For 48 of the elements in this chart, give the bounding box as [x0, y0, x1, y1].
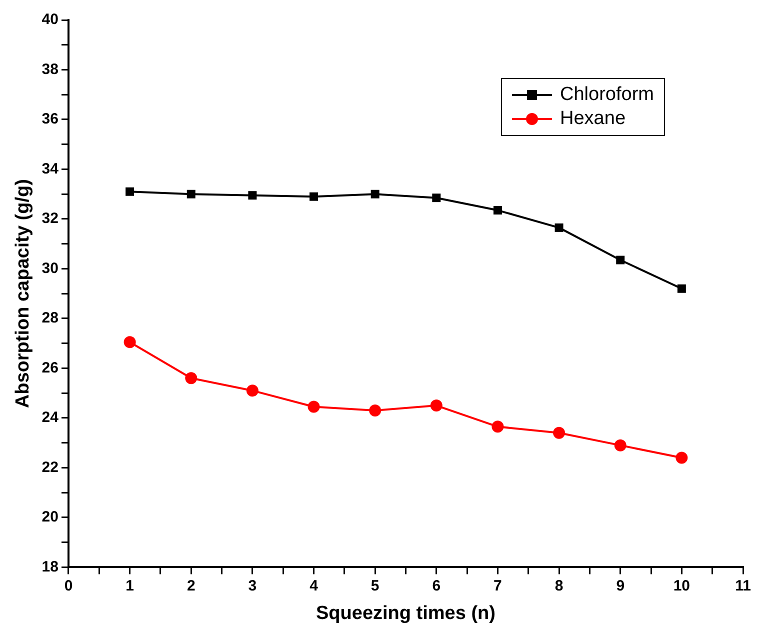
x-tick-label: 8 — [554, 577, 564, 594]
point — [676, 452, 688, 464]
y-tick-label: 36 — [42, 110, 58, 128]
point — [553, 426, 566, 439]
point — [432, 194, 441, 202]
x-tick-label: 11 — [735, 577, 751, 594]
x-tick-label: 10 — [673, 577, 690, 594]
y-tick-label: 38 — [42, 60, 58, 78]
point — [369, 404, 382, 416]
point — [677, 284, 686, 293]
y-tick-label: 26 — [42, 359, 58, 376]
x-tick-label: 0 — [64, 577, 73, 594]
legend-label: Chloroform — [560, 83, 654, 107]
y-tick-label: 24 — [42, 409, 60, 426]
y-tick-label: 22 — [42, 458, 58, 476]
point — [126, 187, 134, 196]
legend-label: Hexane — [560, 107, 626, 131]
point — [616, 256, 625, 264]
x-tick-label: 6 — [432, 577, 441, 594]
point — [492, 420, 504, 433]
point — [308, 400, 320, 413]
point — [248, 191, 257, 200]
point — [246, 384, 258, 397]
point — [124, 336, 136, 348]
x-tick-label: 9 — [616, 577, 625, 594]
y-axis-title: Absorption capacity (g/g) — [12, 179, 34, 408]
x-tick-label: 5 — [370, 577, 380, 594]
point — [493, 206, 502, 215]
y-tick-label: 34 — [42, 160, 60, 178]
point — [370, 190, 380, 198]
x-tick-label: 4 — [310, 577, 319, 594]
y-tick-label: 20 — [42, 508, 58, 526]
point — [186, 190, 196, 198]
y-tick-label: 32 — [42, 210, 58, 228]
x-tick-label: 7 — [494, 577, 502, 594]
y-tick-label: 18 — [42, 558, 58, 576]
x-tick-label: 3 — [248, 577, 257, 594]
y-tick-label: 30 — [42, 260, 58, 277]
point — [554, 223, 564, 232]
point — [185, 372, 198, 384]
point — [430, 400, 442, 412]
y-tick-label: 28 — [42, 310, 58, 327]
x-tick-label: 2 — [186, 577, 196, 594]
x-axis-title: Squeezing times (n) — [316, 602, 496, 624]
x-tick-label: 1 — [126, 577, 134, 594]
y-tick-label: 40 — [42, 11, 58, 28]
point — [310, 192, 318, 201]
point — [614, 439, 626, 452]
